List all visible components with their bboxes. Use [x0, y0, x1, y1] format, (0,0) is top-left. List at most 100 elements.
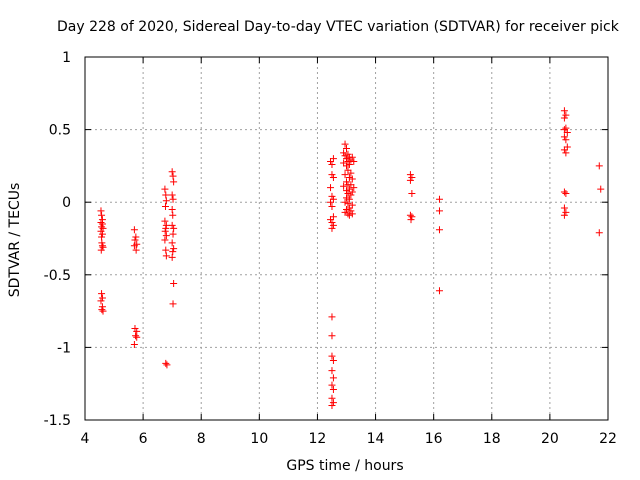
data-point	[343, 205, 350, 213]
data-point	[329, 374, 337, 382]
data-point	[408, 189, 416, 197]
data-point	[562, 111, 570, 119]
data-point	[340, 159, 348, 167]
data-point	[348, 153, 356, 161]
data-point	[162, 252, 170, 260]
data-point	[169, 211, 177, 219]
data-point	[348, 201, 356, 209]
data-point	[341, 198, 349, 206]
data-point	[343, 162, 350, 170]
x-tick-label: 14	[367, 431, 385, 447]
y-tick-label: -1	[57, 340, 71, 356]
data-point	[343, 144, 350, 152]
data-point	[343, 194, 350, 202]
data-point	[132, 246, 140, 254]
data-point	[329, 174, 337, 182]
data-point	[341, 208, 349, 216]
data-point	[347, 169, 355, 177]
data-point	[406, 211, 414, 219]
x-tick-label: 4	[81, 431, 90, 447]
data-point	[343, 187, 350, 195]
data-point	[161, 203, 169, 211]
data-points	[97, 107, 605, 409]
data-point	[407, 216, 415, 224]
data-point	[99, 243, 107, 251]
data-point	[98, 211, 106, 219]
x-axis-label: GPS time / hours	[286, 458, 403, 474]
y-tick-label: 0.5	[49, 123, 71, 139]
data-point	[163, 361, 171, 369]
data-point	[328, 332, 336, 340]
data-point	[560, 126, 568, 134]
data-point	[347, 191, 355, 199]
data-point	[168, 168, 176, 176]
data-point	[98, 223, 106, 231]
data-point	[161, 185, 169, 193]
data-point	[162, 359, 170, 367]
data-point	[162, 191, 170, 199]
data-point	[340, 182, 348, 190]
data-point	[327, 158, 335, 166]
data-point	[329, 213, 337, 221]
data-point	[130, 340, 138, 348]
data-point	[329, 195, 337, 203]
data-point	[98, 242, 106, 250]
data-point	[328, 224, 336, 232]
data-point	[345, 204, 353, 212]
data-point	[130, 226, 138, 234]
data-point	[341, 140, 349, 148]
data-point	[170, 280, 178, 288]
data-point	[328, 313, 336, 321]
data-point	[562, 149, 570, 157]
data-point	[131, 236, 139, 244]
data-point	[345, 185, 353, 193]
data-point	[161, 227, 169, 235]
data-point	[435, 207, 443, 215]
data-point	[328, 394, 336, 402]
data-point	[328, 203, 336, 211]
x-tick-labels: 4 6 8 10 12 14 16 18 20 22	[81, 431, 617, 447]
data-point	[563, 143, 571, 151]
data-point	[98, 306, 106, 314]
data-point	[435, 287, 443, 295]
data-point	[130, 242, 138, 250]
x-tick-label: 6	[139, 431, 148, 447]
data-point	[168, 205, 176, 213]
data-point	[345, 211, 353, 219]
x-tick-label: 20	[541, 431, 559, 447]
data-point	[343, 155, 350, 163]
data-point	[329, 356, 337, 364]
data-point	[162, 224, 170, 232]
data-point	[98, 239, 106, 247]
data-point	[348, 175, 356, 183]
data-point	[343, 178, 350, 186]
data-point	[563, 129, 571, 137]
x-tick-label: 8	[197, 431, 206, 447]
data-point	[560, 211, 568, 219]
data-point	[169, 172, 177, 180]
y-tick-labels: 1 0.5 0 -0.5 -1 -1.5	[44, 50, 71, 429]
plot-frame	[84, 56, 609, 421]
x-tick-label: 16	[425, 431, 443, 447]
x-tick-label: 22	[599, 431, 617, 447]
data-point	[345, 195, 353, 203]
data-point	[168, 221, 176, 229]
data-point	[562, 136, 570, 144]
data-point	[168, 239, 176, 247]
data-point	[560, 188, 568, 196]
data-point	[169, 300, 177, 308]
y-tick-label: 1	[62, 50, 71, 66]
data-point	[328, 352, 336, 360]
y-tick-label: -0.5	[44, 268, 71, 284]
data-point	[97, 207, 105, 215]
y-tick-label: -1.5	[44, 413, 71, 429]
data-point	[169, 230, 177, 238]
data-point	[350, 158, 358, 166]
data-point	[328, 401, 336, 409]
data-point	[168, 253, 176, 261]
data-point	[132, 233, 140, 241]
data-point	[344, 189, 352, 197]
data-point	[328, 192, 336, 200]
data-point	[560, 146, 568, 154]
data-point	[347, 207, 355, 215]
